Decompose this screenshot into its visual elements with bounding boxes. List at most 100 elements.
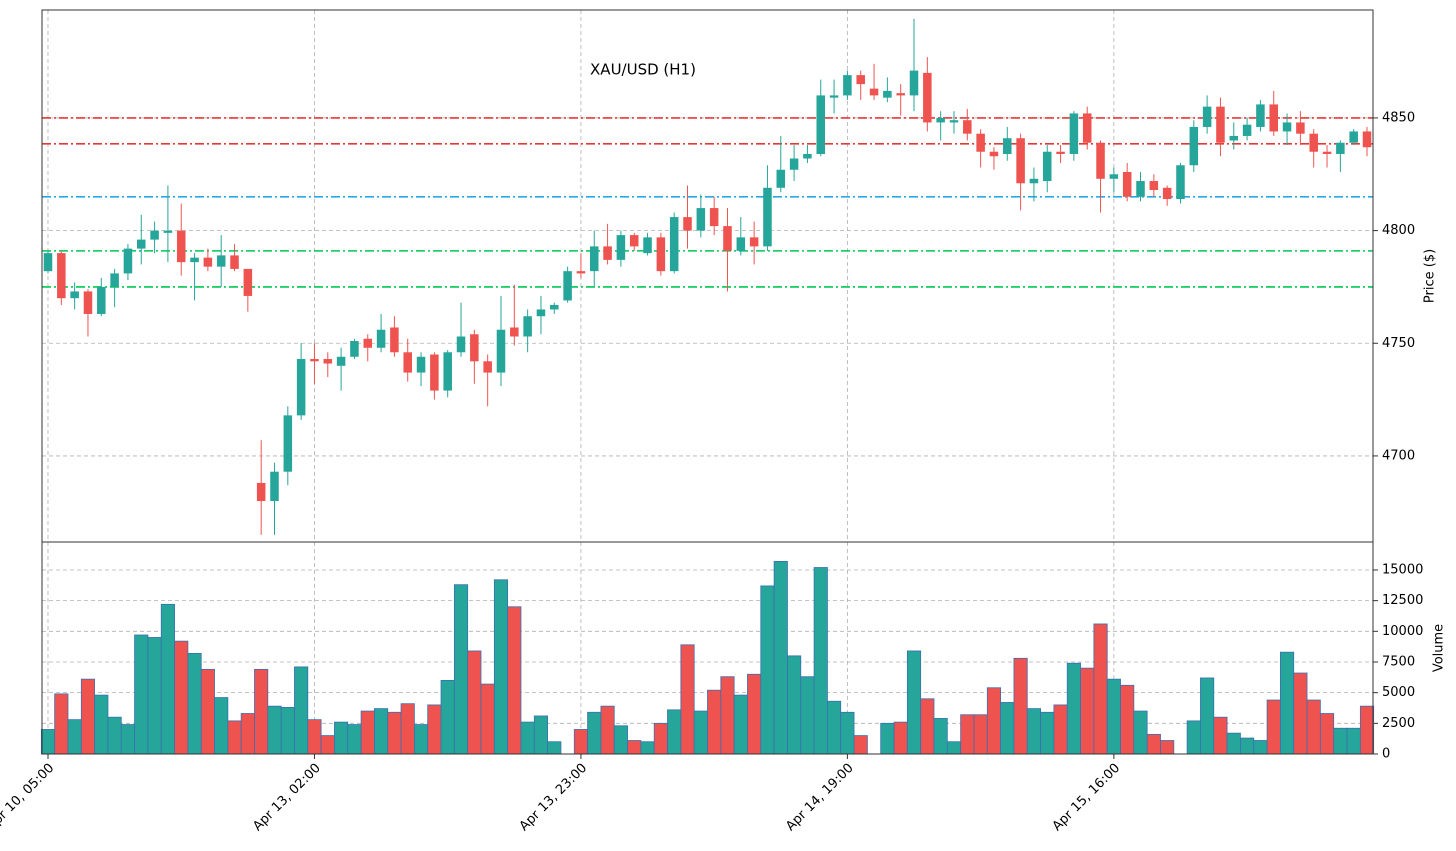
candle-body (896, 93, 905, 96)
candle-body (1242, 124, 1252, 136)
candle-body (1096, 142, 1105, 179)
volume-bar (720, 676, 735, 755)
candle-body (1362, 131, 1372, 148)
candle-body (510, 327, 519, 337)
candle-body (829, 95, 839, 98)
volume-bar (440, 679, 455, 755)
candle-body (1029, 178, 1039, 184)
candle-body (1296, 122, 1305, 134)
candle-body (256, 482, 266, 501)
x-tick-label: Apr 13, 02:00 (250, 761, 323, 834)
volume-bar (240, 713, 255, 755)
candle-body (1003, 138, 1012, 154)
candle-body (763, 187, 772, 247)
volume-tick-label: 15000 (1382, 562, 1423, 577)
candle-body (749, 237, 759, 247)
volume-bar (347, 724, 362, 755)
volume-bar (1053, 704, 1068, 755)
volume-bar (200, 668, 215, 755)
volume-bar (400, 703, 415, 755)
candle-body (323, 359, 333, 364)
candle-body (909, 70, 919, 96)
candle-body (1309, 133, 1318, 152)
volume-bar (507, 606, 522, 755)
candle-body (1322, 151, 1332, 154)
volume-bar (267, 705, 282, 755)
volume-bar (1133, 710, 1148, 755)
volume-bar (547, 741, 562, 755)
y-axis-label: Price ($) (1423, 249, 1438, 303)
candle-body (1336, 142, 1345, 154)
candle-body (1162, 187, 1172, 200)
candle-body (723, 226, 732, 251)
candle-body (523, 316, 532, 337)
volume-frame (41, 541, 1374, 755)
volume-bar (1040, 711, 1055, 755)
candle-body (83, 291, 93, 314)
candle-body (270, 471, 279, 501)
volume-tick-label: 0 (1382, 747, 1390, 762)
candle-body (1229, 135, 1239, 141)
candle-body (923, 72, 932, 123)
y-tick-label: 4800 (1382, 223, 1415, 238)
volume-bar (946, 741, 962, 755)
candle-body (403, 352, 412, 373)
candle-body (123, 248, 133, 274)
volume-bar (1240, 737, 1255, 755)
candle-body (803, 153, 812, 159)
volume-bar (600, 705, 615, 755)
candle-body (443, 352, 452, 391)
volume-bar (827, 700, 842, 755)
volume-bar (134, 634, 149, 755)
volume-bar (920, 698, 935, 755)
volume-bar (280, 706, 295, 755)
candle-body (536, 309, 546, 317)
y-tick-label: 4750 (1382, 336, 1415, 351)
volume-bar (1306, 699, 1321, 755)
volume-bar (573, 729, 588, 755)
candle-body (869, 88, 879, 96)
candle-body (816, 95, 826, 154)
volume-bar (1200, 677, 1215, 755)
candle-body (57, 253, 66, 299)
candle-body (736, 237, 746, 251)
volume-bar (294, 666, 309, 755)
candle-body (390, 327, 399, 353)
candle-body (310, 359, 319, 362)
volume-bar (1120, 684, 1135, 755)
candle-body (1202, 106, 1212, 127)
volume-bar (374, 708, 389, 755)
candle-body (643, 237, 652, 254)
volume-bar (800, 676, 815, 755)
candle-body (843, 75, 852, 96)
candle-body (110, 273, 119, 287)
candle-body (70, 291, 79, 299)
volume-tick-label: 2500 (1382, 716, 1415, 731)
candle-body (203, 257, 213, 267)
volume-bar (893, 721, 908, 755)
volume-bar (387, 711, 402, 755)
candle-body (283, 415, 293, 472)
candle-body (1149, 181, 1159, 191)
candle-body (416, 356, 426, 373)
x-tick-label: Apr 13, 23:00 (517, 761, 590, 834)
volume-bar (40, 729, 56, 755)
volume-bar (67, 719, 82, 755)
volume-bar (1186, 720, 1201, 755)
candle-body (883, 90, 892, 98)
candle-body (350, 341, 359, 357)
candle-body (616, 235, 626, 260)
volume-tick-label: 10000 (1382, 624, 1423, 639)
candle-body (336, 356, 346, 366)
candle-body (496, 329, 506, 373)
volume-bar (933, 718, 948, 755)
volume-bar (80, 678, 96, 755)
volume-bar (320, 735, 335, 755)
candle-body (949, 120, 959, 123)
candle-body (1349, 131, 1358, 143)
candle-body (776, 169, 786, 188)
chart-title: XAU/USD (H1) (590, 61, 696, 79)
volume-bar (787, 655, 802, 755)
volume-bar (120, 724, 135, 755)
volume-bar (453, 584, 469, 755)
